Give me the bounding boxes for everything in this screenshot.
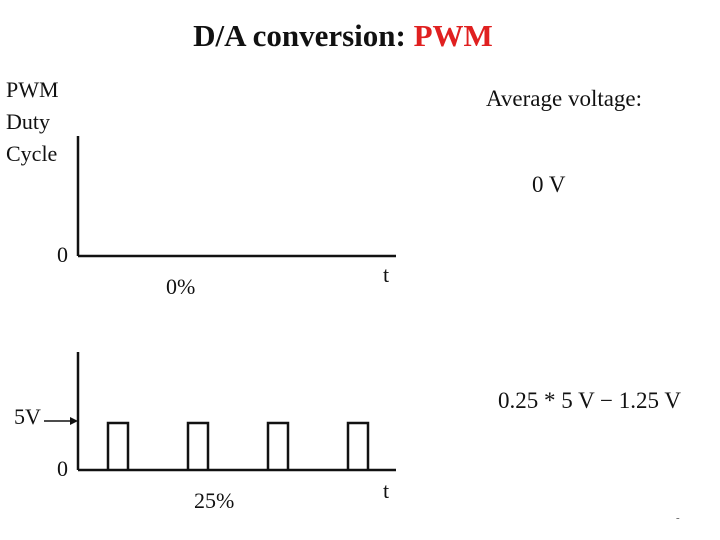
pwm-pulse (346, 421, 370, 470)
y-axis-label-line-2: Duty (6, 109, 50, 134)
slide-number: - (676, 512, 680, 524)
plot2-time-label: t (383, 478, 390, 503)
pwm-pulse (266, 421, 290, 470)
title-accent: PWM (413, 18, 493, 53)
plot2-zero-label: 0 (57, 456, 68, 481)
plot2-high-label: 5V (14, 404, 41, 429)
plot2-duty-label: 25% (194, 488, 235, 513)
y-axis-label: PWM Duty Cycle (6, 74, 86, 170)
plot1-time-label: t (383, 262, 390, 287)
average-voltage-plot1: 0 V (532, 172, 566, 197)
slide-title: D/A conversion: PWM (0, 16, 686, 56)
pulse-train (106, 421, 370, 470)
y-axis-label-line-1: PWM (6, 77, 59, 102)
plot1-zero-label: 0 (57, 242, 68, 267)
pwm-pulse (106, 421, 130, 470)
plot1-duty-label: 0% (166, 274, 196, 299)
pwm-pulse (186, 421, 210, 470)
five-volt-arrow-head (70, 417, 78, 425)
average-voltage-plot2: 0.25 * 5 V − 1.25 V (498, 388, 681, 413)
y-axis-label-line-3: Cycle (6, 141, 58, 166)
average-voltage-heading: Average voltage: (486, 86, 643, 111)
title-prefix: D/A conversion: (193, 18, 414, 53)
